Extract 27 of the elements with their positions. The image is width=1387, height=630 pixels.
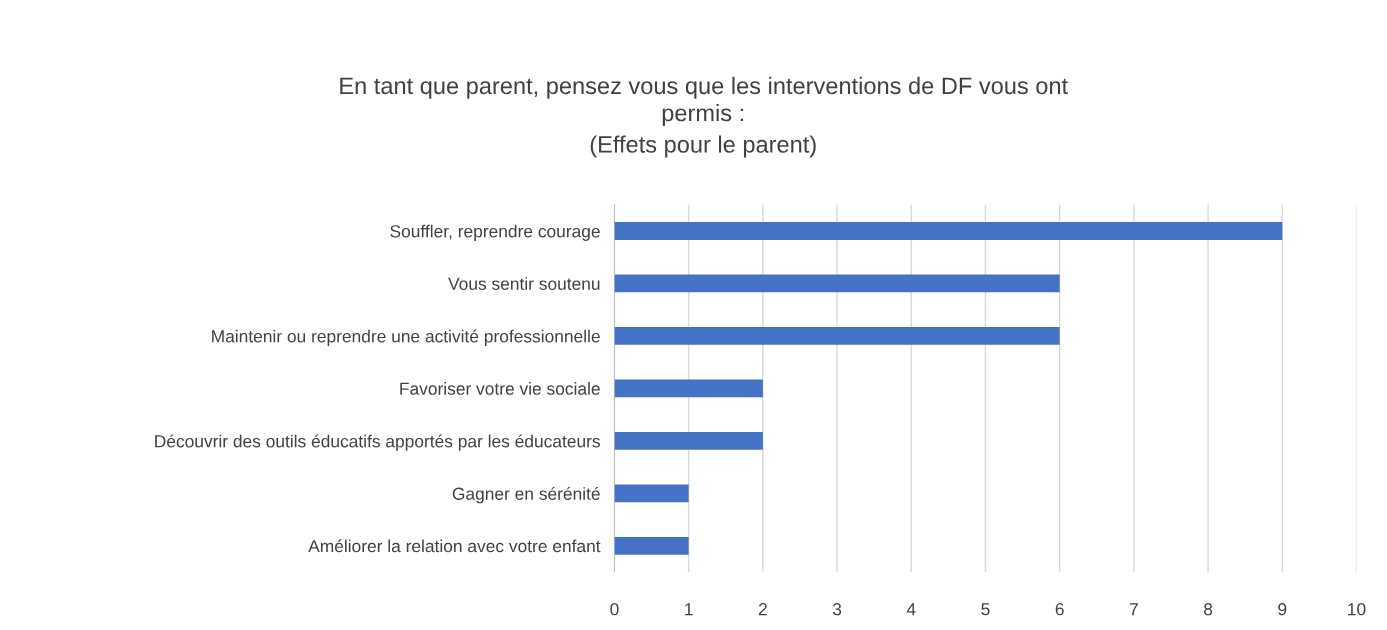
- chart-title: En tant que parent, pensez vous que les interventions de DF vous ont permis :: [340, 76, 1068, 126]
- chart-subtitle: (Effets pour le parent): [590, 135, 816, 158]
- bar: [614, 379, 763, 398]
- bar: [614, 274, 1060, 293]
- x-tick-label: 3: [832, 603, 842, 616]
- x-tick-label: 6: [1055, 603, 1064, 616]
- y-tick-label: Découvrir des outils éducatifs apportés par les éducateurs: [155, 434, 600, 451]
- bar: [614, 484, 689, 503]
- x-tick-label: 8: [1204, 603, 1213, 616]
- x-tick-label: 1: [685, 603, 693, 616]
- x-tick-label: 10: [1348, 603, 1366, 616]
- y-tick-label: Souffler, reprendre courage: [390, 224, 600, 241]
- x-tick-label: 2: [758, 603, 767, 616]
- y-tick-label: Améliorer la relation avec votre enfant: [308, 539, 601, 553]
- y-tick-label: Maintenir ou reprendre une activité professionnelle: [212, 329, 600, 346]
- x-tick-label: 9: [1278, 603, 1287, 616]
- bar: [614, 536, 689, 555]
- y-tick-label: Favoriser votre vie sociale: [400, 382, 600, 395]
- y-tick-label: Gagner en sérénité: [452, 486, 600, 504]
- bar: [614, 222, 1283, 240]
- bar: [614, 431, 763, 450]
- y-tick-label: Vous sentir soutenu: [448, 277, 600, 290]
- x-tick-label: 0: [610, 603, 619, 616]
- x-tick-label: 7: [1129, 603, 1138, 616]
- x-tick-label: 4: [906, 603, 916, 616]
- bar: [614, 327, 1060, 345]
- x-tick-label: 5: [981, 603, 990, 616]
